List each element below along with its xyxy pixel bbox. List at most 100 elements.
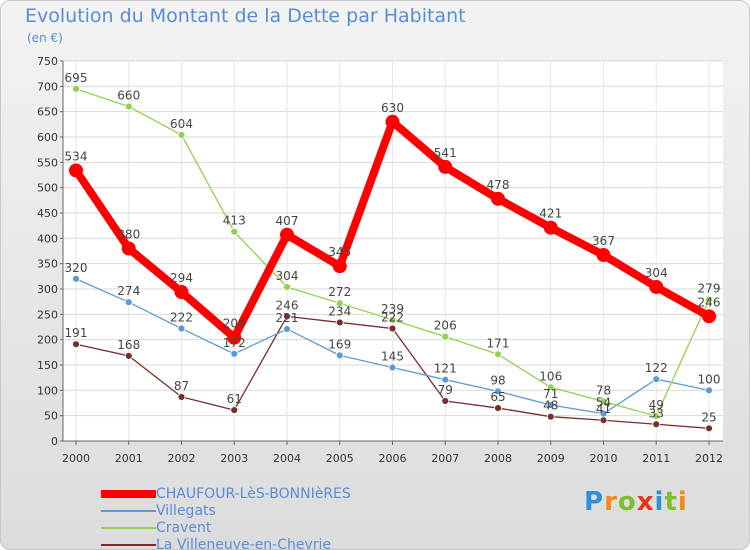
- series-point-3: [230, 406, 239, 414]
- series-point-2: [705, 295, 713, 304]
- y-tick-label: 700: [37, 80, 58, 93]
- data-label-1: 320: [65, 261, 88, 275]
- logo-letter: t: [664, 487, 678, 517]
- data-label-1: 121: [434, 362, 457, 376]
- series-point-3: [177, 393, 186, 401]
- series-point-2: [546, 383, 555, 392]
- data-label-0: 534: [65, 149, 88, 163]
- data-label-0: 294: [170, 271, 193, 285]
- data-label-0: 541: [434, 146, 457, 160]
- legend-swatch-cravent: [101, 526, 156, 529]
- series-point-2: [177, 131, 186, 139]
- series-point-1: [335, 351, 344, 360]
- logo-letter: i: [677, 487, 688, 517]
- y-tick-label: 350: [37, 258, 58, 271]
- data-label-1: 222: [170, 311, 193, 325]
- data-label-2: 604: [170, 117, 193, 131]
- logo-letter: P: [584, 487, 605, 517]
- series-point-1: [494, 387, 502, 396]
- y-tick-label: 100: [37, 384, 58, 397]
- data-label-3: 48: [543, 399, 558, 413]
- logo-letter: i: [654, 487, 665, 517]
- series-point-3: [72, 340, 80, 349]
- legend-item-chaufour: CHAUFOUR-LèS-BONNIèRES: [101, 485, 351, 502]
- series-layer: [69, 84, 716, 433]
- data-label-2: 279: [698, 282, 721, 296]
- chart-title: Evolution du Montant de la Dette par Hab…: [25, 5, 466, 27]
- series-point-0: [438, 159, 453, 174]
- series-point-2: [599, 397, 608, 406]
- series-point-2: [335, 299, 344, 308]
- axes: 0 50 100 150 200 250 300 350 400 450 500 550 600 650 7…: [37, 55, 723, 465]
- data-label-1: 71: [543, 387, 558, 401]
- x-tick-label: 2008: [484, 452, 512, 465]
- y-tick-label: 650: [37, 106, 58, 119]
- logo-letter: x: [636, 487, 655, 517]
- data-label-2: 106: [539, 369, 562, 383]
- data-label-1: 169: [328, 337, 351, 351]
- series-point-0: [596, 248, 611, 263]
- legend: CHAUFOUR-LèS-BONNIèRES Villegats Cravent…: [101, 485, 351, 550]
- data-label-2: 171: [487, 336, 510, 350]
- x-tick-label: 2002: [168, 452, 196, 465]
- series-point-2: [388, 316, 397, 324]
- data-label-1: 274: [117, 284, 140, 298]
- data-label-0: 421: [539, 207, 562, 221]
- legend-label-villeneuve: La Villeneuve-en-Chevrie: [156, 536, 332, 550]
- logo-letter: r: [604, 487, 618, 517]
- y-tick-label: 50: [44, 410, 58, 423]
- series-point-2: [230, 227, 239, 236]
- chart-subtitle: (en €): [27, 31, 63, 45]
- x-tick-label: 2003: [220, 452, 248, 465]
- series-point-0: [69, 163, 83, 178]
- y-tick-label: 500: [37, 182, 58, 195]
- data-label-0: 630: [381, 101, 404, 115]
- y-tick-label: 750: [37, 55, 58, 68]
- data-label-2: 272: [328, 285, 351, 299]
- series-point-2: [72, 84, 80, 93]
- series-point-0: [702, 309, 716, 324]
- series-point-2: [494, 350, 502, 359]
- series-point-1: [124, 298, 133, 307]
- series-point-0: [280, 227, 294, 242]
- data-label-3: 246: [276, 298, 299, 312]
- data-label-3: 222: [381, 311, 404, 325]
- data-label-3: 33: [649, 406, 664, 420]
- series-point-3: [388, 324, 397, 333]
- data-label-2: 660: [117, 89, 140, 103]
- data-label-2: 206: [434, 319, 457, 333]
- legend-item-cravent: Cravent: [101, 519, 351, 536]
- data-label-2: 78: [596, 383, 611, 397]
- series-point-0: [174, 285, 189, 300]
- series-point-2: [441, 332, 450, 341]
- data-label-3: 25: [701, 410, 716, 424]
- series-point-1: [177, 324, 186, 333]
- x-tick-label: 2004: [273, 452, 301, 465]
- data-label-0: 345: [328, 245, 351, 259]
- data-label-0: 204: [223, 317, 246, 331]
- series-point-1: [283, 325, 291, 333]
- data-label-0: 367: [592, 234, 615, 248]
- x-tick-label: 2001: [115, 452, 143, 465]
- data-label-1: 100: [698, 372, 721, 386]
- y-tick-label: 550: [37, 156, 58, 169]
- series-point-1: [441, 375, 450, 384]
- data-label-2: 695: [65, 71, 88, 85]
- legend-swatch-villeneuve: [101, 543, 156, 546]
- data-label-1: 54: [596, 396, 611, 410]
- data-label-0: 246: [698, 295, 721, 309]
- y-tick-label: 250: [37, 308, 58, 321]
- x-tick-label: 2000: [62, 452, 90, 465]
- series-point-1: [652, 375, 661, 384]
- x-tick-label: 2007: [431, 452, 459, 465]
- x-tick-label: 2012: [695, 452, 723, 465]
- y-tick-label: 0: [51, 435, 58, 448]
- series-point-3: [652, 420, 661, 429]
- series-point-2: [652, 412, 661, 421]
- legend-item-villegats: Villegats: [101, 502, 351, 519]
- data-labels: 191 168 87 61 246 234 222 79 65 48 41 33 25 320 274 222…: [65, 71, 721, 424]
- data-label-2: 304: [276, 269, 299, 283]
- series-point-3: [335, 318, 344, 327]
- data-label-1: 221: [276, 311, 299, 325]
- series-point-3: [705, 424, 713, 433]
